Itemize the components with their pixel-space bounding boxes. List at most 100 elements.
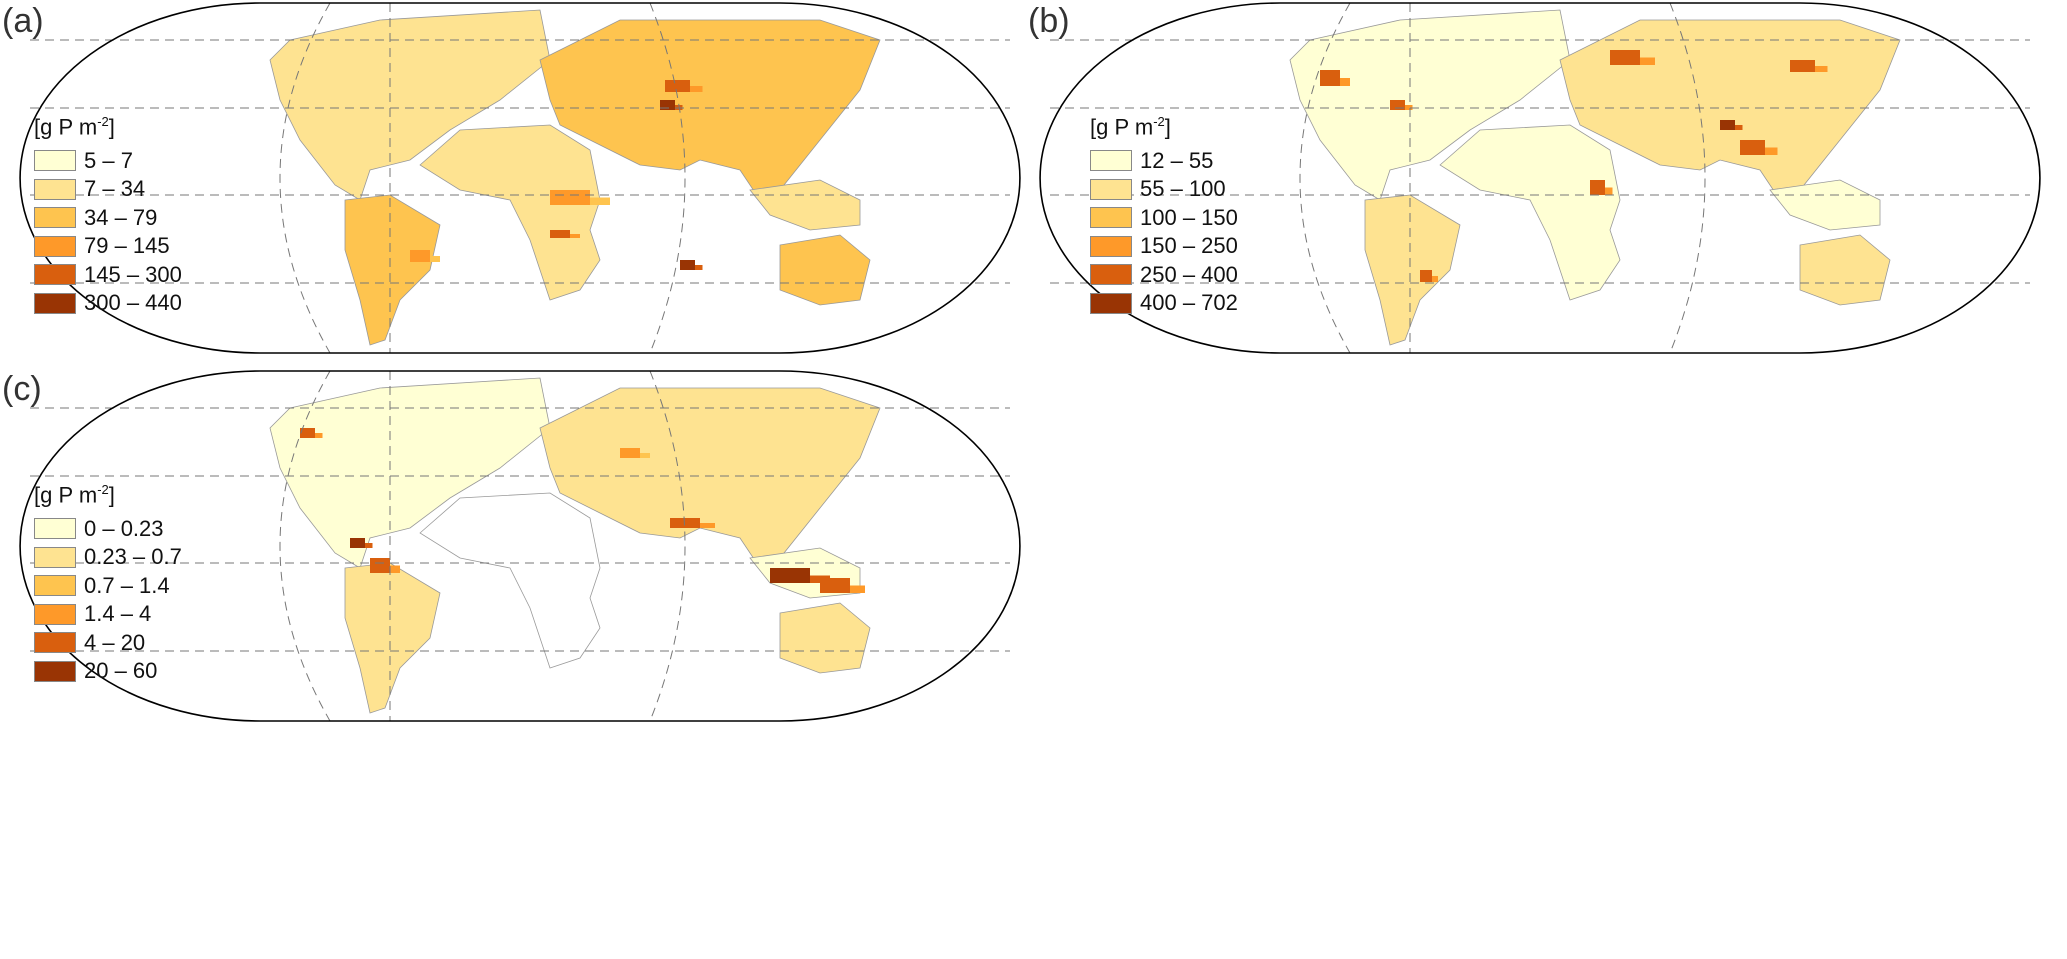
legend-item: 79 – 145 xyxy=(34,232,182,261)
high-value-cell xyxy=(1590,180,1605,195)
high-value-cell xyxy=(1390,100,1405,110)
legend-item: 0 – 0.23 xyxy=(34,514,182,543)
land-samerica xyxy=(344,562,441,714)
high-value-cell xyxy=(1720,120,1735,130)
meridian-line xyxy=(649,370,686,722)
map-outline xyxy=(1039,2,2041,354)
high-value-cell xyxy=(430,256,440,262)
land-seasia xyxy=(749,179,861,231)
legend-label: 7 – 34 xyxy=(84,176,146,202)
legend-label: 250 – 400 xyxy=(1140,261,1238,287)
land-namerica xyxy=(269,9,551,201)
land-seasia xyxy=(1769,179,1881,231)
high-value-cell xyxy=(850,585,865,593)
land-namerica xyxy=(269,377,551,569)
legend-swatch xyxy=(34,207,76,229)
legend-c: [g P m-2] 0 – 0.23 0.23 – 0.7 0.7 – 1.4 1.4… xyxy=(34,482,182,685)
panel-label-b: (b) xyxy=(1028,2,1070,40)
legend-item: 20 – 60 xyxy=(34,657,182,686)
legend-item: 12 – 55 xyxy=(1090,146,1238,175)
legend-swatch xyxy=(1090,207,1132,229)
legend-swatch xyxy=(34,178,76,200)
legend-item: 7 – 34 xyxy=(34,175,182,204)
legend-label: 55 – 100 xyxy=(1140,176,1226,202)
high-value-cell xyxy=(695,265,703,270)
high-value-cell xyxy=(590,197,610,205)
legend-swatch xyxy=(34,603,76,625)
high-value-cell xyxy=(370,558,390,573)
legend-label: 1.4 – 4 xyxy=(84,601,152,627)
land-africa xyxy=(1439,124,1621,301)
legend-label: 0 – 0.23 xyxy=(84,515,164,541)
map-panel-a: (a) [g P m-2] 5 – 7 7 – 34 34 – 79 79 – 145… xyxy=(0,0,1030,360)
high-value-cell xyxy=(1765,147,1778,155)
land-africa xyxy=(419,492,601,669)
legend-swatch xyxy=(34,546,76,568)
map-panel-c: (c) [g P m-2] 0 – 0.23 0.23 – 0.7 0.7 – 1.… xyxy=(0,368,1030,728)
land-samerica xyxy=(1364,194,1461,346)
high-value-cell xyxy=(350,538,365,548)
high-value-cell xyxy=(1405,105,1413,110)
land-australia xyxy=(779,602,871,674)
high-value-cell xyxy=(680,260,695,270)
legend-swatch xyxy=(34,150,76,172)
high-value-cell xyxy=(315,433,323,438)
land-eurasia xyxy=(539,387,881,569)
high-value-cell xyxy=(1735,125,1743,130)
meridian-line xyxy=(279,370,331,722)
legend-a: [g P m-2] 5 – 7 7 – 34 34 – 79 79 – 145 145 … xyxy=(34,114,182,317)
legend-swatch xyxy=(34,632,76,654)
high-value-cell xyxy=(1610,50,1640,65)
high-value-cell xyxy=(665,80,690,92)
high-value-cell xyxy=(660,100,675,110)
meridian-line xyxy=(1669,2,1706,354)
land-namerica xyxy=(1289,9,1571,201)
high-value-cell xyxy=(550,190,590,205)
legend-label: 12 – 55 xyxy=(1140,147,1214,173)
legend-unit: [g P m-2] xyxy=(34,482,115,508)
legend-item: 1.4 – 4 xyxy=(34,600,182,629)
legend-item: 55 – 100 xyxy=(1090,175,1238,204)
legend-item: 0.23 – 0.7 xyxy=(34,543,182,572)
high-value-cell xyxy=(1320,70,1340,86)
legend-unit: [g P m-2] xyxy=(1090,114,1171,140)
legend-item: 250 – 400 xyxy=(1090,260,1238,289)
high-value-cell xyxy=(1740,140,1765,155)
meridian-line xyxy=(649,2,686,354)
map-outline xyxy=(19,2,1021,354)
legend-label: 150 – 250 xyxy=(1140,233,1238,259)
legend-item: 0.7 – 1.4 xyxy=(34,571,182,600)
high-value-cell xyxy=(670,518,700,528)
legend-b: [g P m-2] 12 – 55 55 – 100 100 – 150 150 – … xyxy=(1090,114,1238,317)
high-value-cell xyxy=(1640,57,1655,65)
world-map-b xyxy=(1039,2,2041,354)
legend-swatch xyxy=(34,292,76,314)
high-value-cell xyxy=(820,578,850,593)
high-value-cell xyxy=(1420,270,1432,282)
land-africa xyxy=(419,124,601,301)
legend-swatch xyxy=(1090,264,1132,286)
land-eurasia xyxy=(539,19,881,201)
legend-item: 5 – 7 xyxy=(34,146,182,175)
meridian-line xyxy=(279,2,331,354)
legend-label: 0.7 – 1.4 xyxy=(84,572,170,598)
legend-item: 300 – 440 xyxy=(34,289,182,318)
high-value-cell xyxy=(550,230,570,238)
legend-swatch xyxy=(1090,150,1132,172)
high-value-cell xyxy=(365,543,373,548)
legend-label: 0.23 – 0.7 xyxy=(84,544,182,570)
legend-label: 100 – 150 xyxy=(1140,204,1238,230)
world-map-c xyxy=(19,370,1021,722)
legend-label: 300 – 440 xyxy=(84,290,182,316)
high-value-cell xyxy=(300,428,315,438)
legend-item: 34 – 79 xyxy=(34,203,182,232)
legend-label: 79 – 145 xyxy=(84,233,170,259)
legend-unit: [g P m-2] xyxy=(34,114,115,140)
legend-swatch xyxy=(34,575,76,597)
legend-swatch xyxy=(34,264,76,286)
high-value-cell xyxy=(1605,187,1613,195)
land-australia xyxy=(1799,234,1891,306)
world-map-a xyxy=(19,2,1021,354)
map-outline xyxy=(19,370,1021,722)
legend-swatch xyxy=(34,518,76,540)
